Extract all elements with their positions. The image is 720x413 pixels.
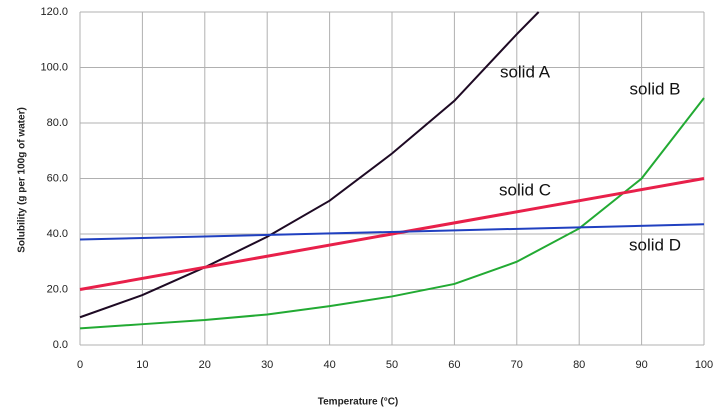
series-line (79, 97, 705, 330)
x-tick-label: 10 (136, 359, 148, 371)
x-axis-title: Temperature (°C) (318, 397, 399, 408)
series-label: solid C (499, 180, 551, 199)
y-tick-label: 80.0 (47, 117, 68, 129)
y-tick-label: 20.0 (47, 283, 68, 295)
y-tick-label: 40.0 (47, 228, 68, 240)
x-tick-label: 50 (386, 359, 398, 371)
series-label: solid A (500, 62, 551, 81)
x-tick-label: 0 (77, 359, 83, 371)
x-tick-label: 30 (261, 359, 273, 371)
x-tick-label: 90 (635, 359, 647, 371)
series-line (79, 223, 705, 241)
x-tick-label: 40 (323, 359, 335, 371)
y-tick-label: 120.0 (40, 6, 68, 18)
series-label: solid D (629, 235, 681, 254)
x-tick-label: 100 (695, 359, 713, 371)
series-label: solid B (629, 79, 680, 98)
y-tick-label: 60.0 (47, 172, 68, 184)
series-line (79, 11, 540, 319)
x-tick-label: 70 (511, 359, 523, 371)
series-line (79, 177, 705, 291)
x-tick-label: 80 (573, 359, 585, 371)
y-axis-title: Solubility (g per 100g of water) (17, 107, 28, 253)
y-tick-label: 0.0 (53, 339, 68, 351)
x-tick-label: 20 (199, 359, 211, 371)
x-tick-label: 60 (448, 359, 460, 371)
y-tick-label: 100.0 (40, 61, 68, 73)
